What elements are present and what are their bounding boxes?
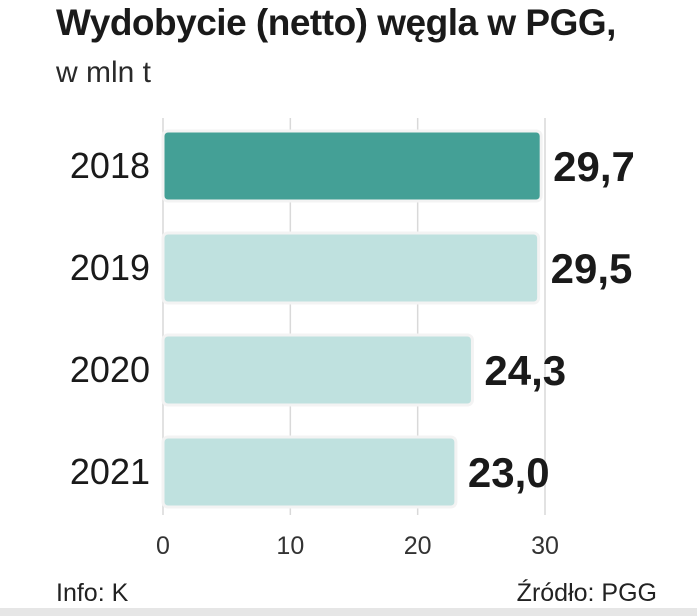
chart-subtitle: w mln t <box>56 56 152 89</box>
data-label: 29,7 <box>553 143 635 190</box>
bar <box>161 333 474 407</box>
data-label: 23,0 <box>468 449 550 496</box>
chart-title: Wydobycie (netto) węgla w PGG, <box>56 2 616 43</box>
x-tick-label: 20 <box>404 532 432 560</box>
bottom-divider <box>0 608 697 616</box>
x-tick-label: 30 <box>531 532 559 560</box>
bar <box>161 231 541 305</box>
x-tick-label: 10 <box>276 532 304 560</box>
category-label: 2021 <box>70 451 150 492</box>
source-credit: Źródło: PGG <box>516 579 657 607</box>
category-label: 2019 <box>70 247 150 288</box>
bar <box>161 129 543 203</box>
category-label: 2018 <box>70 145 150 186</box>
info-credit: Info: K <box>56 579 129 607</box>
x-tick-label: 0 <box>156 532 170 560</box>
bar <box>161 435 458 509</box>
data-label: 29,5 <box>551 245 633 292</box>
data-label: 24,3 <box>484 347 566 394</box>
category-label: 2020 <box>70 349 150 390</box>
